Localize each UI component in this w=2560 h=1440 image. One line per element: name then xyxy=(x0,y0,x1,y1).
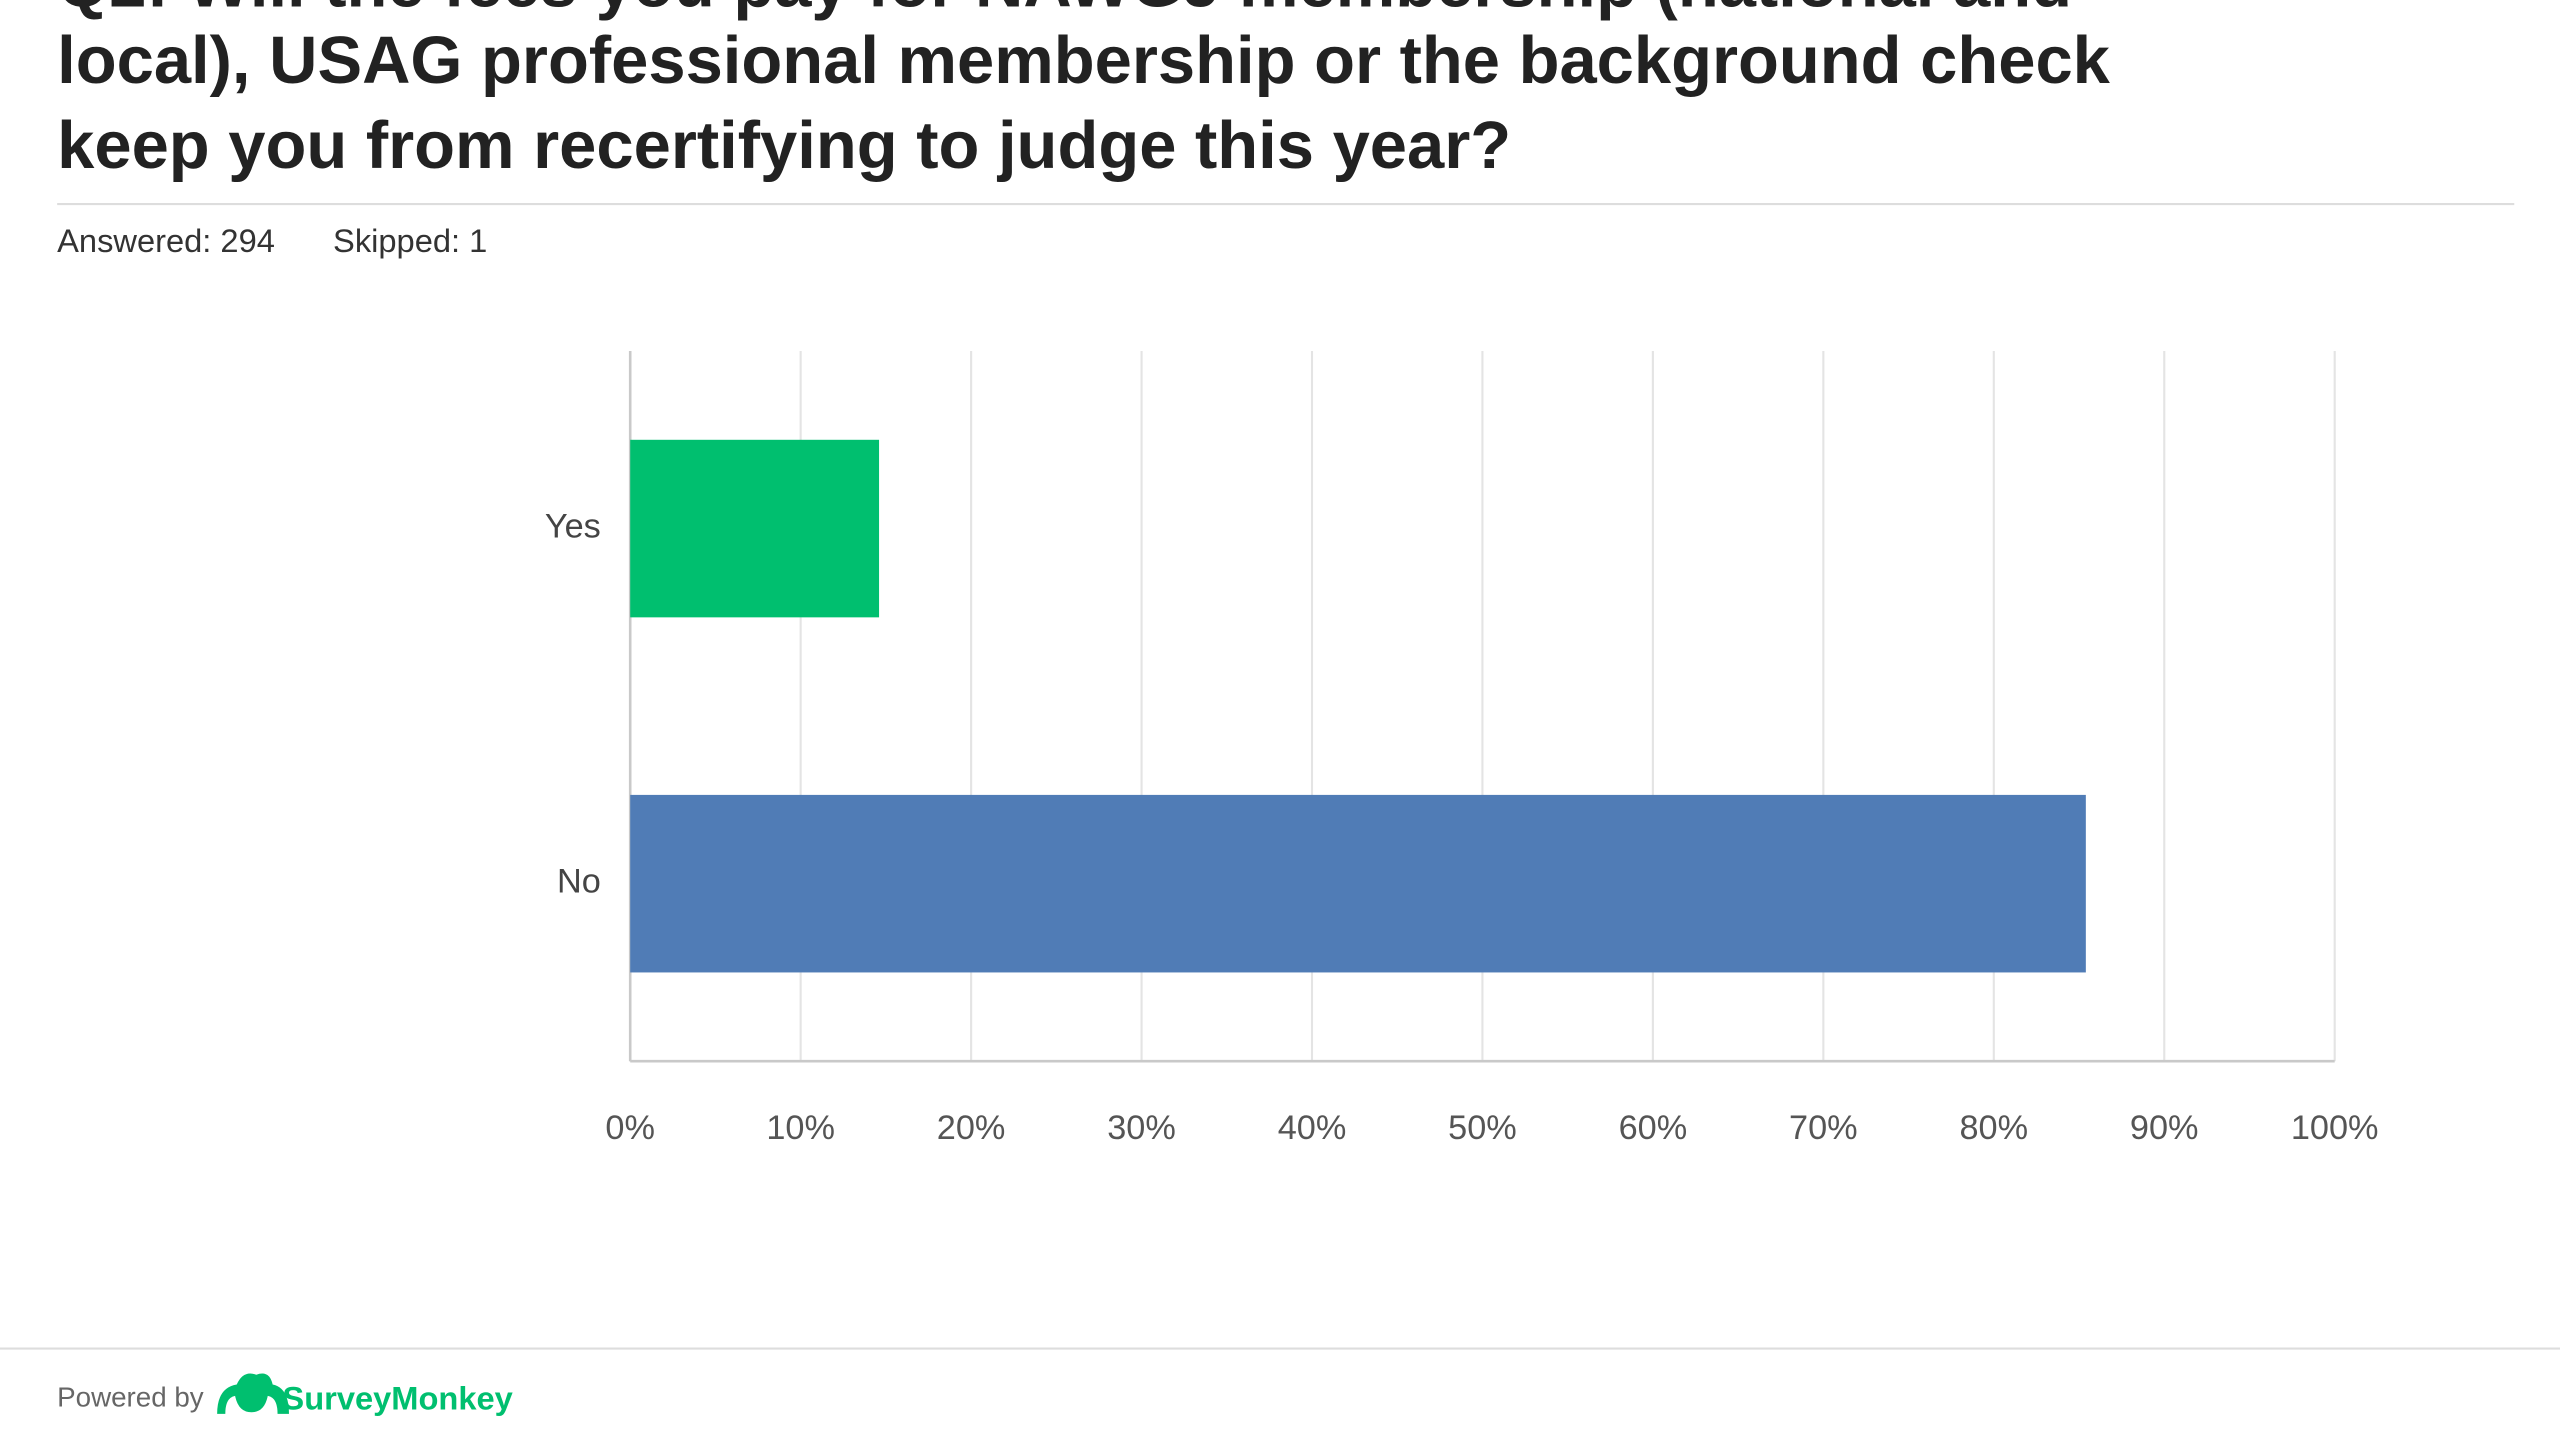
y-category-label: No xyxy=(557,863,601,901)
x-tick-label: 30% xyxy=(1107,1109,1176,1147)
x-tick-label: 0% xyxy=(605,1109,655,1147)
x-tick-label: 80% xyxy=(1959,1109,2028,1147)
title-line: Q2: Will the fees you pay for NAWGJ memb… xyxy=(57,0,2072,21)
x-tick-label: 90% xyxy=(2130,1109,2199,1147)
question-title: Q2: Will the fees you pay for NAWGJ memb… xyxy=(57,0,2111,183)
x-tick-label: 60% xyxy=(1619,1109,1688,1147)
title-line: keep you from recertifying to judge this… xyxy=(57,108,1511,183)
title-line: local), USAG professional membership or … xyxy=(57,23,2111,98)
plot-area: 0% 10% 20% 30% 40% 50% 60% 70% 80% 90% 100% Yes No xyxy=(545,351,2379,1147)
x-tick-label: 40% xyxy=(1278,1109,1347,1147)
x-tick-label: 20% xyxy=(937,1109,1006,1147)
powered-by: Powered by xyxy=(57,1382,204,1413)
y-category-label: Yes xyxy=(545,508,601,546)
logo-icon xyxy=(217,1373,289,1414)
skipped-count: Skipped: 1 xyxy=(333,222,487,259)
x-tick-label: 70% xyxy=(1789,1109,1858,1147)
x-tick-label: 50% xyxy=(1448,1109,1517,1147)
surveymonkey-logo[interactable]: SurveyMonkey xyxy=(217,1373,513,1416)
answered-count: Answered: 294 xyxy=(57,222,275,259)
bar xyxy=(630,439,880,618)
x-tick-label: 100% xyxy=(2291,1109,2379,1147)
bar xyxy=(630,794,2086,973)
brand-name: SurveyMonkey xyxy=(282,1379,512,1416)
x-tick-label: 10% xyxy=(766,1109,835,1147)
